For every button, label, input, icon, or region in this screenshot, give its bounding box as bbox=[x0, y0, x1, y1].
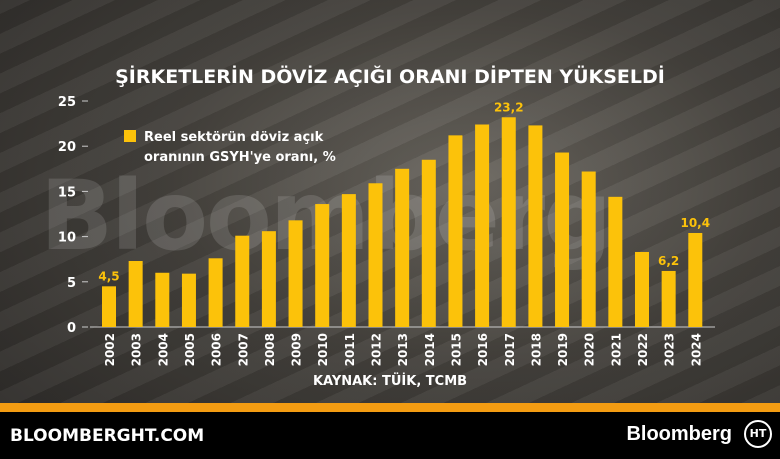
legend-text: oranının GSYH'ye oranı, % bbox=[144, 150, 336, 165]
y-tick-label: 15 bbox=[58, 185, 76, 200]
x-tick-label: 2017 bbox=[503, 333, 517, 366]
bar-2004 bbox=[155, 272, 170, 327]
bar-2003 bbox=[128, 261, 143, 327]
data-label-2002: 4,5 bbox=[98, 269, 119, 283]
x-tick-label: 2007 bbox=[236, 333, 250, 366]
y-tick-label: 10 bbox=[58, 231, 76, 246]
bar-2002 bbox=[102, 286, 116, 327]
x-tick-label: 2018 bbox=[529, 333, 543, 366]
bar-2007 bbox=[235, 235, 250, 327]
bar-2012 bbox=[368, 183, 383, 327]
legend-swatch bbox=[124, 130, 136, 142]
x-tick-label: 2022 bbox=[636, 333, 650, 366]
bar-2005 bbox=[181, 273, 196, 327]
data-label-2024: 10,4 bbox=[680, 216, 710, 230]
x-tick-label: 2009 bbox=[290, 333, 304, 366]
x-tick-label: 2019 bbox=[556, 333, 570, 366]
chart-title: ŞİRKETLERİN DÖVİZ AÇIĞI ORANI DİPTEN YÜK… bbox=[115, 66, 665, 88]
x-tick-label: 2006 bbox=[210, 333, 224, 366]
x-tick-label: 2023 bbox=[663, 333, 677, 366]
site-url[interactable]: BLOOMBERGHT.COM bbox=[10, 426, 205, 446]
y-tick-label: 25 bbox=[58, 95, 76, 110]
bar-2021 bbox=[608, 196, 623, 327]
y-tick-label: 5 bbox=[67, 276, 76, 291]
bar-2015 bbox=[448, 135, 463, 327]
bar-2019 bbox=[555, 152, 570, 327]
x-tick-label: 2002 bbox=[103, 333, 117, 366]
bar-2023 bbox=[661, 270, 676, 327]
brand-logo-text: Bloomberg bbox=[626, 423, 732, 445]
x-tick-label: 2003 bbox=[130, 333, 144, 366]
x-tick-label: 2014 bbox=[423, 333, 437, 366]
legend-text: Reel sektörün döviz açık bbox=[144, 130, 324, 145]
bar-2018 bbox=[528, 125, 543, 328]
bar-2010 bbox=[315, 204, 330, 327]
x-tick-label: 2013 bbox=[396, 333, 410, 366]
bar-2017 bbox=[501, 117, 516, 327]
bar-2011 bbox=[341, 194, 356, 327]
bar-chart: 0 5 10 15 20 25 2002 4,5 2003 2004 2005 2006 2007 200… bbox=[58, 95, 715, 389]
footer: BLOOMBERGHT.COM Bloomberg HT bbox=[0, 412, 780, 459]
x-tick-label: 2004 bbox=[156, 333, 170, 366]
bar-2013 bbox=[395, 168, 410, 327]
y-tick-label: 0 bbox=[67, 321, 76, 336]
x-tick-label: 2016 bbox=[476, 333, 490, 366]
x-tick-label: 2012 bbox=[370, 333, 384, 366]
x-tick-label: 2015 bbox=[449, 333, 463, 366]
background-photo bbox=[0, 0, 780, 405]
x-tick-label: 2008 bbox=[263, 333, 277, 366]
bar-2024 bbox=[688, 232, 703, 327]
x-tick-label: 2024 bbox=[689, 333, 703, 366]
data-label-2023: 6,2 bbox=[658, 254, 679, 268]
x-tick-label: 2010 bbox=[316, 333, 330, 366]
bar-2016 bbox=[475, 124, 490, 327]
orange-stripe bbox=[0, 403, 780, 412]
bar-2020 bbox=[581, 171, 596, 327]
x-tick-label: 2021 bbox=[609, 333, 623, 366]
y-tick-label: 20 bbox=[58, 140, 76, 155]
x-tick-label: 2020 bbox=[583, 333, 597, 366]
source-note: KAYNAK: TÜİK, TCMB bbox=[313, 373, 467, 389]
bar-2022 bbox=[635, 251, 649, 327]
x-tick-label: 2011 bbox=[343, 333, 357, 366]
x-tick-label: 2005 bbox=[183, 333, 197, 366]
ht-logo: HT bbox=[744, 420, 772, 448]
data-label-2017: 23,2 bbox=[494, 100, 524, 114]
bar-2009 bbox=[288, 220, 303, 327]
bar-2006 bbox=[208, 258, 223, 327]
bar-2008 bbox=[261, 231, 276, 327]
bar-2014 bbox=[421, 159, 436, 327]
